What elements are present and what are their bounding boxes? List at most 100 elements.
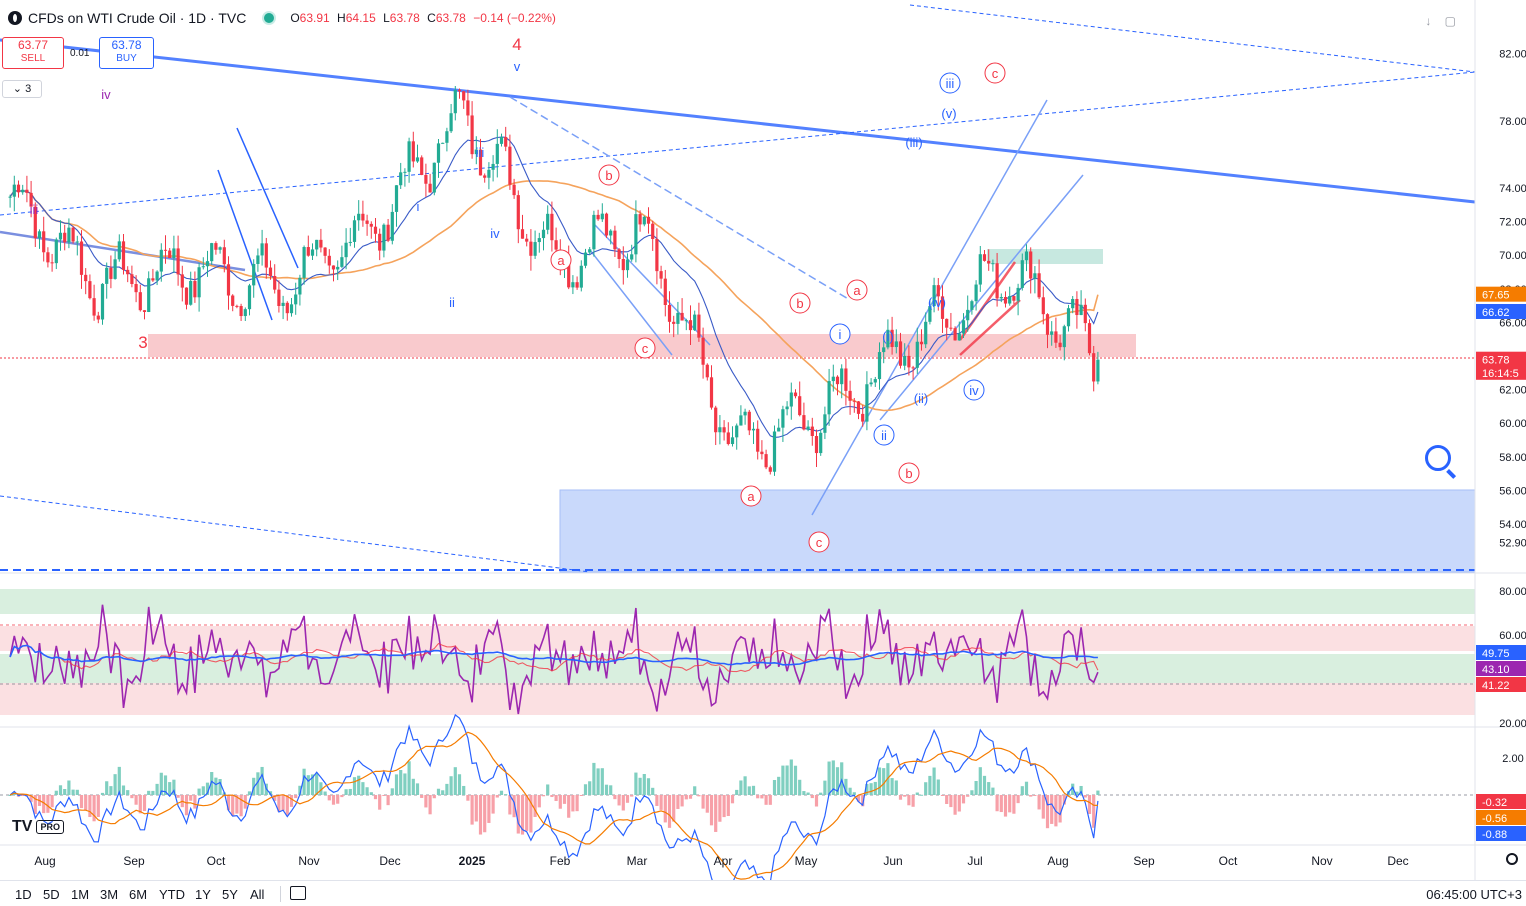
wave-label: i [839,327,842,342]
candle-body [1016,287,1020,301]
time-tick: Apr [714,854,733,868]
candle-body [688,320,693,331]
macd-histogram-bar [756,795,760,799]
oil-drop-icon [8,11,22,25]
macd-histogram-bar [932,767,936,795]
candle-body [109,267,113,279]
macd-histogram-bar [739,780,743,795]
rsi-badge-label: 41.22 [1482,680,1510,692]
magnifier-icon[interactable] [1425,445,1451,471]
time-tick: Sep [123,854,145,868]
candle-body [848,390,852,401]
macd-histogram-bar [945,795,949,804]
candle-body [919,341,924,345]
tf-3m[interactable]: 3M [100,887,119,902]
time-tick: Aug [1047,854,1068,868]
candle-body [537,238,541,243]
candle-body [751,428,756,431]
candle-body [806,426,810,430]
candle-body [365,220,369,224]
macd-histogram-bar [848,787,852,795]
candle-body [617,249,621,259]
candle-body [924,321,928,345]
clock-readout[interactable]: 06:45:00 UTC+3 [1426,887,1522,902]
candle-body [142,310,147,312]
symbol-title[interactable]: CFDs on WTI Crude Oil · 1D · TVC [28,10,247,26]
candle-body [289,304,294,314]
tf-5d[interactable]: 5D [43,887,60,902]
macd-histogram-bar [1029,795,1033,797]
candle-body [567,260,571,288]
candle-body [865,384,869,422]
candle-body [327,255,331,266]
candle-body [1020,260,1024,288]
candle-body [676,312,680,324]
macd-histogram-bar [667,795,672,828]
macd-histogram-bar [424,795,428,808]
candle-body [172,248,176,259]
candle-body [974,284,978,302]
macd-histogram-bar [940,795,945,796]
candle-body [638,214,642,225]
candle-body [8,196,12,198]
candle-body [592,214,596,250]
layers-toggle[interactable]: ⌄ 3 [2,80,42,98]
tf-ytd[interactable]: YTD [159,887,185,902]
macd-histogram-bar [331,795,336,805]
toolbar-divider [280,886,281,902]
candle-body [67,227,71,243]
candle-body [323,247,327,256]
macd-histogram-bar [604,784,609,795]
candle-body [697,314,701,338]
macd-histogram-bar [1058,795,1062,823]
macd-histogram-bar [655,795,659,806]
wave-circle [634,337,656,359]
macd-tick: 2.00 [1502,753,1523,765]
symbol-header[interactable]: CFDs on WTI Crude Oil · 1D · TVC O63.91 … [8,10,560,26]
tf-6m[interactable]: 6M [129,887,148,902]
macd-histogram-bar [676,795,680,809]
pitch-line-1 [509,96,851,301]
macd-histogram-bar [936,779,940,795]
candle-body [163,249,168,251]
tf-1m[interactable]: 1M [71,887,90,902]
candle-body [953,328,957,341]
tf-all[interactable]: All [250,887,265,902]
spread-value: 0.01 [70,48,90,59]
candle-body [50,262,54,264]
rsi-mid-zone [0,654,1475,683]
calendar-icon[interactable] [290,886,306,900]
tf-1d[interactable]: 1D [15,887,32,902]
tf-5y[interactable]: 5Y [222,887,238,902]
candle-body [1033,273,1037,279]
price-chart[interactable]: 4viviii3iiiiiviibacabciiiab(i)(ii)(iii)(… [0,0,1526,880]
macd-histogram-bar [117,766,121,795]
candle-body [575,282,579,288]
candle-body [415,157,420,162]
macd-histogram-bar [121,785,126,795]
header-tools[interactable]: ↓ ▢ [1425,14,1456,28]
price-badge-label: 66.62 [1482,307,1510,319]
candle-body [273,276,277,290]
macd-histogram-bar [147,790,151,795]
macd-histogram-bar [327,795,331,801]
macd-histogram-bar [159,772,163,795]
macd-histogram-bar [42,795,46,814]
candle-body [12,184,16,197]
candle-body [978,254,982,285]
candle-body [667,305,672,322]
wave-label: a [853,283,861,298]
tf-1y[interactable]: 1Y [195,887,211,902]
macd-histogram-bar [172,779,176,795]
macd-badge-label: -0.56 [1482,813,1507,825]
sell-button[interactable]: 63.77 SELL [2,37,64,69]
buy-button[interactable]: 63.78 BUY [99,37,154,69]
candle-body [491,163,495,170]
candle-body [1012,296,1016,301]
download-icon: ↓ [1425,14,1432,28]
candle-body [352,220,357,242]
macd-histogram-bar [96,795,100,817]
gear-icon[interactable] [1506,853,1518,865]
macd-histogram-bar [512,795,516,818]
candle-body [100,283,105,320]
